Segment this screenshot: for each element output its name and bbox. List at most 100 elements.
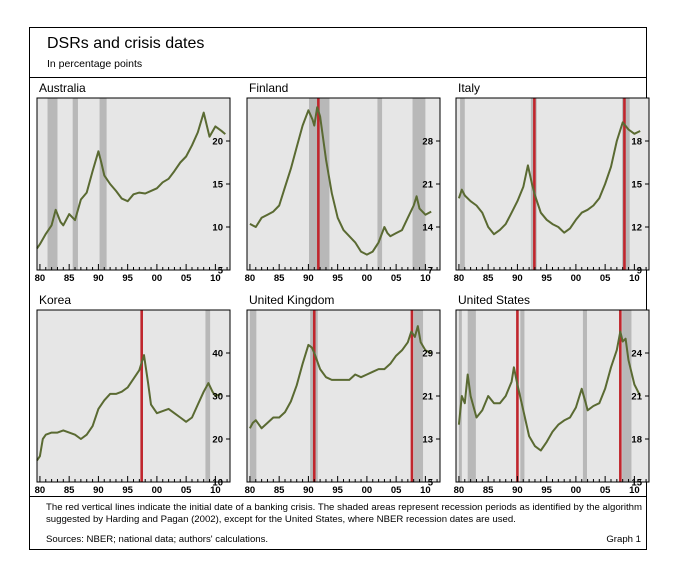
- y-tick-label-australia-2: 15: [212, 180, 223, 191]
- series-line-australia: [36, 111, 226, 250]
- y-tick-label-united-kingdom-2: 21: [422, 392, 433, 403]
- recession-band-italy-2: [622, 98, 630, 270]
- figure-note: The red vertical lines indicate the init…: [46, 502, 642, 525]
- panel-title-italy: Italy: [458, 81, 480, 95]
- recession-band-united-kingdom-0: [249, 310, 257, 482]
- recession-band-finland-1: [377, 98, 383, 270]
- y-tick-label-finland-2: 21: [422, 180, 433, 191]
- series-line-united-kingdom: [249, 325, 432, 430]
- x-tick-label-italy-4: 00: [571, 273, 582, 284]
- panel-background-italy: [456, 98, 649, 270]
- recession-band-united-states-0: [458, 310, 462, 482]
- y-tick-label-united-kingdom-0: 5: [428, 478, 434, 489]
- panel-border-finland: [246, 97, 441, 271]
- figure-title: DSRs and crisis dates: [47, 35, 205, 52]
- x-tick-label-united-states-0: 80: [454, 485, 465, 496]
- x-tick-label-united-states-1: 85: [483, 485, 494, 496]
- x-tick-label-australia-4: 00: [152, 273, 163, 284]
- y-tick-label-italy-0: 9: [637, 266, 642, 277]
- panel-italy: Italy 9 12 15 18 80 85 90 95 00 05 10: [454, 81, 650, 284]
- x-tick-label-italy-1: 85: [483, 273, 494, 284]
- y-tick-label-australia-0: 5: [218, 266, 224, 277]
- x-tick-label-italy-3: 95: [541, 273, 552, 284]
- x-tick-label-united-states-4: 00: [571, 485, 582, 496]
- x-tick-label-korea-2: 90: [93, 485, 104, 496]
- y-tick-label-united-states-3: 24: [631, 349, 642, 360]
- panel-background-korea: [37, 310, 230, 482]
- panel-title-korea: Korea: [39, 293, 71, 307]
- panel-title-united-states: United States: [458, 293, 530, 307]
- x-tick-label-united-states-5: 05: [600, 485, 611, 496]
- y-tick-label-korea-2: 30: [212, 392, 223, 403]
- x-tick-label-italy-0: 80: [454, 273, 465, 284]
- header-divider: [29, 77, 647, 78]
- y-tick-label-united-states-1: 18: [631, 435, 642, 446]
- x-tick-label-united-kingdom-6: 10: [420, 485, 431, 496]
- panel-border-korea: [36, 309, 231, 483]
- x-tick-label-united-states-6: 10: [629, 485, 640, 496]
- panel-title-finland: Finland: [249, 81, 288, 95]
- x-tick-label-united-kingdom-1: 85: [274, 485, 285, 496]
- x-tick-label-united-states-3: 95: [541, 485, 552, 496]
- panel-border-united-states: [455, 309, 650, 483]
- panel-background-united-kingdom: [247, 310, 440, 482]
- x-tick-label-italy-5: 05: [600, 273, 611, 284]
- y-tick-label-italy-2: 15: [631, 180, 642, 191]
- x-tick-label-italy-6: 10: [629, 273, 640, 284]
- series-line-italy: [457, 121, 641, 236]
- x-tick-label-korea-6: 10: [210, 485, 221, 496]
- y-tick-label-finland-3: 28: [422, 137, 433, 148]
- x-tick-label-united-kingdom-5: 05: [391, 485, 402, 496]
- x-tick-label-australia-2: 90: [93, 273, 104, 284]
- figure-sources: Sources: NBER; national data; authors' c…: [46, 534, 269, 545]
- panel-border-united-kingdom: [246, 309, 441, 483]
- x-tick-label-united-kingdom-2: 90: [303, 485, 314, 496]
- x-tick-label-korea-3: 95: [122, 485, 133, 496]
- footer-divider: [29, 496, 647, 497]
- recession-band-finland-2: [412, 98, 426, 270]
- x-tick-label-australia-5: 05: [181, 273, 192, 284]
- y-tick-label-australia-3: 20: [212, 137, 223, 148]
- x-tick-label-australia-1: 85: [64, 273, 75, 284]
- series-line-united-states: [457, 330, 642, 452]
- panel-background-finland: [247, 98, 440, 270]
- recession-band-italy-0: [460, 98, 465, 270]
- figure-subtitle: In percentage points: [47, 58, 143, 70]
- panel-united-kingdom: United Kingdom 5 13 21 29 80 85 90 95 00 05 10: [245, 293, 441, 496]
- panel-korea: Korea 10 20 30 40 80 85 90 95 00 05 10: [35, 293, 231, 496]
- recession-band-australia-2: [99, 98, 107, 270]
- x-tick-label-finland-0: 80: [245, 273, 256, 284]
- x-tick-label-finland-1: 85: [274, 273, 285, 284]
- x-tick-label-united-kingdom-3: 95: [332, 485, 343, 496]
- x-tick-label-united-states-2: 90: [512, 485, 523, 496]
- panel-border-italy: [455, 97, 650, 271]
- panel-finland: Finland 7 14 21 28 80 85 90 95 00 05 10: [245, 81, 441, 284]
- x-tick-label-korea-4: 00: [152, 485, 163, 496]
- panel-border-australia: [36, 97, 231, 271]
- recession-band-united-states-1: [467, 310, 476, 482]
- recession-band-korea-0: [205, 310, 211, 482]
- series-line-finland: [249, 106, 432, 256]
- x-tick-label-australia-0: 80: [35, 273, 46, 284]
- x-tick-label-australia-6: 10: [210, 273, 221, 284]
- recession-band-australia-1: [72, 98, 78, 270]
- y-tick-label-finland-1: 14: [422, 223, 433, 234]
- x-tick-label-finland-6: 10: [420, 273, 431, 284]
- x-tick-label-australia-3: 95: [122, 273, 133, 284]
- recession-band-united-states-3: [582, 310, 588, 482]
- x-tick-label-korea-0: 80: [35, 485, 46, 496]
- x-tick-label-finland-2: 90: [303, 273, 314, 284]
- y-tick-label-finland-0: 7: [428, 266, 433, 277]
- x-tick-label-finland-5: 05: [391, 273, 402, 284]
- panel-united-states: United States 15 18 21 24 80 85 90 95 00 05 10: [454, 293, 650, 496]
- y-tick-label-italy-1: 12: [631, 223, 642, 234]
- panel-title-australia: Australia: [39, 81, 86, 95]
- y-tick-label-korea-1: 20: [212, 435, 223, 446]
- y-tick-label-united-kingdom-3: 29: [422, 349, 433, 360]
- panel-title-united-kingdom: United Kingdom: [249, 293, 334, 307]
- y-tick-label-united-states-2: 21: [631, 392, 642, 403]
- x-tick-label-finland-4: 00: [362, 273, 373, 284]
- x-tick-label-korea-1: 85: [64, 485, 75, 496]
